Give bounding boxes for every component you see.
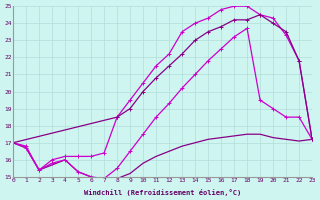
X-axis label: Windchill (Refroidissement éolien,°C): Windchill (Refroidissement éolien,°C)	[84, 189, 241, 196]
